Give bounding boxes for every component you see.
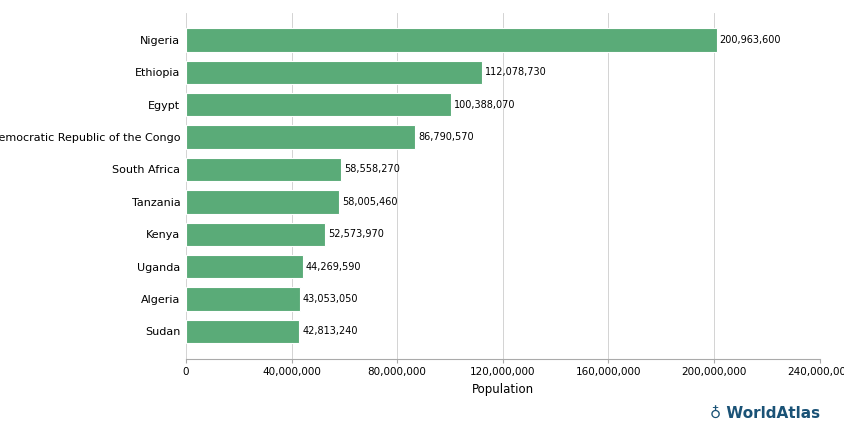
Bar — [186, 320, 299, 343]
Text: 200,963,600: 200,963,600 — [719, 35, 781, 45]
Text: 44,269,590: 44,269,590 — [306, 262, 361, 272]
Text: 58,005,460: 58,005,460 — [342, 197, 398, 207]
Bar — [186, 61, 481, 84]
X-axis label: Population: Population — [471, 383, 533, 395]
Text: 100,388,070: 100,388,070 — [453, 100, 515, 110]
Bar — [186, 125, 414, 149]
Bar — [186, 222, 324, 246]
Text: 112,078,730: 112,078,730 — [484, 68, 546, 77]
Bar — [186, 255, 302, 278]
Text: 52,573,970: 52,573,970 — [327, 229, 383, 239]
Text: 58,558,270: 58,558,270 — [344, 165, 399, 175]
Bar — [186, 190, 338, 214]
Bar — [186, 287, 300, 311]
Text: 43,053,050: 43,053,050 — [302, 294, 358, 304]
Bar — [186, 28, 716, 51]
Text: 42,813,240: 42,813,240 — [302, 326, 357, 336]
Bar — [186, 93, 451, 116]
Bar — [186, 158, 340, 181]
Text: 86,790,570: 86,790,570 — [418, 132, 473, 142]
Text: ♁ WorldAtlas: ♁ WorldAtlas — [709, 406, 819, 421]
